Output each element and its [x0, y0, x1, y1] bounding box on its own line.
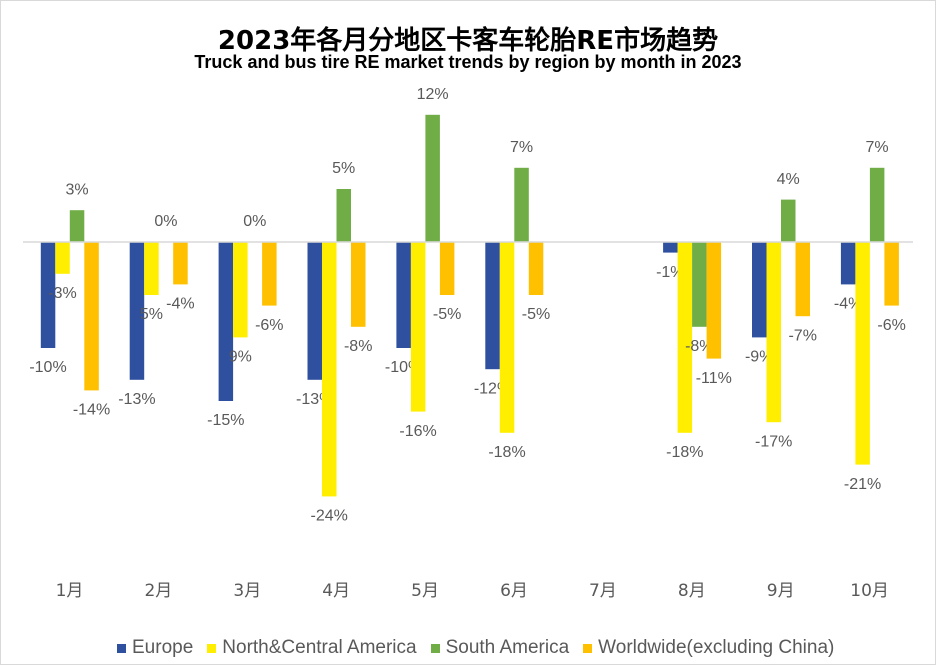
data-label-3-3: -8%: [344, 338, 372, 355]
legend-item-2: South America: [430, 637, 570, 659]
bar-2-7: [692, 242, 707, 327]
data-label-3-8: -7%: [788, 327, 816, 344]
data-label-2-5: 7%: [510, 139, 533, 156]
bar-0-3: [307, 242, 322, 380]
x-tick-label-5: 6月: [500, 581, 528, 601]
data-label-1-0: -3%: [48, 285, 76, 302]
x-tick-label-1: 2月: [144, 581, 172, 601]
bar-0-4: [396, 242, 411, 348]
data-label-2-8: 4%: [777, 171, 800, 188]
data-label-1-8: -17%: [755, 433, 792, 450]
legend: Europe North&Central America South America…: [117, 637, 848, 659]
legend-swatch: [583, 643, 593, 653]
bar-1-5: [499, 242, 515, 433]
legend-label: Europe: [132, 637, 194, 658]
bar-0-9: [840, 242, 856, 285]
bar-2-8: [781, 199, 796, 242]
bar-0-8: [752, 242, 767, 338]
data-label-0-8: -9%: [745, 349, 773, 366]
legend-item-0: Europe: [117, 637, 193, 659]
bar-3-8: [795, 242, 810, 317]
chart-subtitle: Truck and bus tire RE market trends by r…: [194, 52, 742, 72]
x-tick-label-0: 1月: [56, 581, 84, 601]
data-label-0-7: -1%: [656, 264, 684, 281]
bar-3-0: [84, 242, 99, 391]
bar-3-4: [439, 242, 455, 295]
data-label-2-7: -8%: [685, 338, 713, 355]
bar-2-4: [425, 114, 440, 242]
legend-swatch: [207, 643, 217, 653]
bar-1-7: [677, 242, 693, 433]
data-label-3-5: -5%: [522, 306, 550, 323]
data-label-2-1: 0%: [154, 213, 177, 230]
data-label-1-2: 9%: [229, 349, 252, 366]
bar-1-0: [55, 242, 70, 274]
bar-0-1: [129, 242, 145, 380]
x-tick-label-4: 5月: [411, 581, 439, 601]
bar-2-5: [514, 167, 529, 242]
x-tick-label-9: 10月: [850, 581, 889, 601]
bar-0-5: [485, 242, 500, 370]
bar-1-2: [233, 242, 248, 338]
data-label-1-9: -21%: [844, 476, 881, 493]
bar-0-0: [40, 242, 56, 348]
x-tick-label-2: 3月: [233, 581, 261, 601]
data-label-1-3: -24%: [311, 508, 348, 525]
bar-1-1: [144, 242, 159, 295]
legend-label: South America: [445, 637, 570, 658]
bar-2-9: [869, 167, 885, 242]
data-label-2-4: 12%: [417, 86, 449, 103]
bar-3-7: [706, 242, 722, 359]
data-label-0-9: -4%: [834, 296, 862, 313]
x-tick-label-7: 8月: [678, 581, 706, 601]
data-label-3-7: -11%: [696, 370, 732, 387]
legend-item-3: Worldwide(excluding China): [583, 637, 834, 659]
bar-0-2: [218, 242, 234, 401]
legend-label: North&Central America: [222, 637, 417, 658]
data-label-3-0: -14%: [73, 402, 110, 419]
x-tick-label-6: 7月: [589, 581, 617, 601]
data-label-2-2: 0%: [243, 213, 266, 230]
bar-3-1: [173, 242, 188, 285]
bar-1-4: [410, 242, 426, 412]
data-label-3-1: -4%: [166, 296, 194, 313]
x-tick-label-8: 9月: [767, 581, 795, 601]
legend-swatch: [117, 643, 126, 653]
legend-label: Worldwide(excluding China): [598, 637, 835, 658]
bar-0-7: [663, 242, 678, 253]
data-label-0-2: -15%: [207, 412, 244, 429]
data-label-2-3: 5%: [332, 160, 355, 177]
data-label-3-2: -6%: [255, 317, 283, 334]
data-label-1-1: 5%: [140, 306, 163, 323]
data-label-0-0: -10%: [29, 359, 66, 376]
data-label-1-5: -18%: [488, 444, 525, 461]
bar-3-5: [528, 242, 544, 295]
data-label-2-9: 7%: [866, 139, 889, 156]
data-label-3-4: -5%: [433, 306, 461, 323]
bar-2-3: [336, 189, 351, 242]
x-tick-label-3: 4月: [322, 581, 350, 601]
bar-2-0: [69, 210, 85, 242]
data-label-1-4: -16%: [399, 423, 436, 440]
chart-title: 2023年各月分地区卡客车轮胎RE市场趋势: [217, 26, 719, 56]
legend-item-1: North&Central America: [207, 637, 417, 659]
bar-3-2: [262, 242, 277, 306]
data-label-1-7: -18%: [666, 444, 703, 461]
bar-3-9: [884, 242, 899, 306]
data-label-3-9: -6%: [877, 317, 905, 334]
bar-1-8: [766, 242, 781, 423]
bar-1-3: [322, 242, 337, 497]
legend-swatch: [430, 643, 440, 653]
data-label-0-1: -13%: [118, 391, 155, 408]
bar-3-3: [351, 242, 366, 327]
bar-1-9: [855, 242, 870, 465]
data-label-2-0: 3%: [65, 181, 88, 198]
